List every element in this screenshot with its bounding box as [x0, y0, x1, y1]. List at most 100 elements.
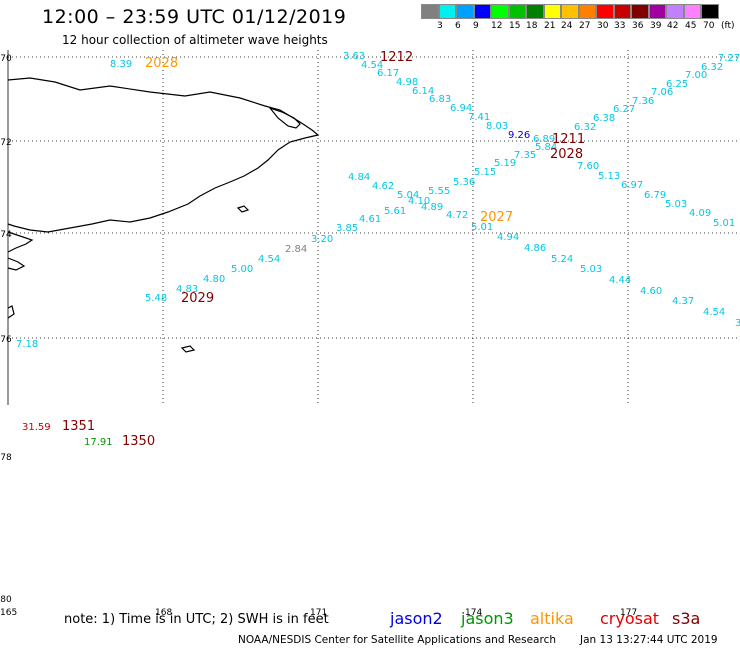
latitude-label: -72	[0, 138, 12, 148]
wave-height-value: 5.19	[494, 158, 516, 169]
island-small	[236, 205, 250, 213]
legend-label: (ft)	[721, 21, 735, 31]
wave-height-value: 4.80	[203, 274, 225, 285]
latitude-label: -70	[0, 54, 12, 64]
wave-height-value: 5.55	[428, 186, 450, 197]
wave-height-value: 4.60	[640, 286, 662, 297]
wave-height-value: 4.94	[497, 232, 519, 243]
lat-lon-grid: -70 -72 -74 -76 -78 -80 165 168 171 174 177	[0, 50, 740, 618]
wave-height-value: 4.54	[703, 307, 725, 318]
island-west	[7, 305, 15, 319]
legend-swatch	[421, 4, 439, 19]
wave-height-value: 7.60	[577, 161, 599, 172]
latitude-label: -80	[0, 595, 12, 605]
longitude-label: 165	[0, 608, 17, 618]
wave-height-value: 4.44	[609, 275, 631, 286]
wave-height-value: 6.32	[701, 62, 723, 73]
legend-swatch	[596, 4, 614, 19]
legend-swatch	[491, 4, 509, 19]
legend-label: 42	[667, 21, 679, 31]
wave-height-value: 8.03	[486, 121, 508, 132]
legend-swatch	[666, 4, 684, 19]
wave-height-value: 4.62	[372, 181, 394, 192]
legend-swatch	[648, 4, 666, 19]
pass-time-label: 2028	[550, 147, 583, 162]
latitude-label: -74	[0, 230, 12, 240]
wave-height-value: 7.27	[718, 53, 740, 64]
legend-swatch	[701, 4, 719, 19]
wave-height-value: 4.86	[524, 243, 546, 254]
legend-label: 33	[614, 21, 626, 31]
coastline-main	[7, 77, 320, 233]
legend-label: 39	[650, 21, 662, 31]
island-east	[180, 345, 196, 353]
color-scale-legend	[421, 4, 719, 19]
wave-height-value: 4.89	[421, 202, 443, 213]
wave-height-value: 5.36	[453, 177, 475, 188]
wave-height-value: 6.32	[574, 122, 596, 133]
pass-time-label: 1351	[62, 419, 95, 434]
legend-label: 45	[685, 21, 697, 31]
wave-height-value: 6.94	[450, 103, 472, 114]
satellite-label: jason3	[461, 609, 514, 628]
pass-time-label: 1350	[122, 434, 155, 449]
wave-height-value: 5.24	[551, 254, 573, 265]
wave-height-value: 7.35	[514, 150, 536, 161]
wave-height-value: 7.06	[651, 87, 673, 98]
wave-height-value: 7.41	[468, 112, 490, 123]
wave-height-value: 2.84	[285, 244, 307, 255]
wave-height-value: 4.09	[689, 208, 711, 219]
wave-height-value: 4.83	[176, 284, 198, 295]
wave-height-value: 6.14	[412, 86, 434, 97]
wave-height-value: 5.84	[535, 142, 557, 153]
wave-height-value: 6.25	[666, 79, 688, 90]
wave-height-value: 7.18	[16, 339, 38, 350]
wave-height-value: 5.48	[145, 293, 167, 304]
satellite-label: s3a	[672, 609, 701, 628]
wave-height-value: 8.39	[110, 59, 132, 70]
wave-height-value: 5.13	[598, 171, 620, 182]
wave-height-value: 4.98	[396, 77, 418, 88]
legend-label: 30	[597, 21, 609, 31]
wave-height-value: 6.38	[593, 113, 615, 124]
legend-swatch	[473, 4, 491, 19]
coastline	[7, 77, 320, 353]
legend-label: 27	[579, 21, 591, 31]
wave-height-value: 7.36	[632, 96, 654, 107]
pass-time-label: 1212	[380, 50, 413, 65]
data-points: 7.276.327.006.257.067.366.276.386.325.84…	[16, 50, 740, 449]
map-subtitle: 12 hour collection of altimeter wave hei…	[62, 33, 328, 47]
wave-height-value: 4.61	[359, 214, 381, 225]
legend-label: 15	[509, 21, 521, 31]
legend-label: 9	[473, 21, 479, 31]
wave-height-value: 5.01	[471, 222, 493, 233]
legend-swatch	[631, 4, 649, 19]
wave-height-value: 5.03	[665, 199, 687, 210]
legend-swatch	[543, 4, 561, 19]
legend-swatch	[508, 4, 526, 19]
latitude-label: -78	[0, 453, 12, 463]
longitude-label: 177	[620, 608, 637, 618]
wave-height-value: 5.15	[474, 167, 496, 178]
legend-label: 3	[437, 21, 443, 31]
wave-height-value: 4.54	[361, 60, 383, 71]
legend-swatch	[526, 4, 544, 19]
legend-label: 24	[561, 21, 573, 31]
longitude-label: 168	[155, 608, 172, 618]
legend-label: 21	[544, 21, 556, 31]
wave-height-value: 6.79	[644, 190, 666, 201]
legend-swatch	[578, 4, 596, 19]
legend-swatch	[683, 4, 701, 19]
legend-swatch	[613, 4, 631, 19]
wave-height-value: 4.10	[408, 196, 430, 207]
credit-line: NOAA/NESDIS Center for Satellite Applica…	[238, 634, 556, 646]
legend-label: 70	[703, 21, 715, 31]
longitude-label: 171	[310, 608, 327, 618]
map-title: 12:00 – 23:59 UTC 01/12/2019	[42, 6, 347, 28]
legend-swatch	[561, 4, 579, 19]
wave-height-value: 3.20	[311, 234, 333, 245]
wave-height-value: 4.54	[258, 254, 280, 265]
wave-height-value: 5.61	[384, 206, 406, 217]
